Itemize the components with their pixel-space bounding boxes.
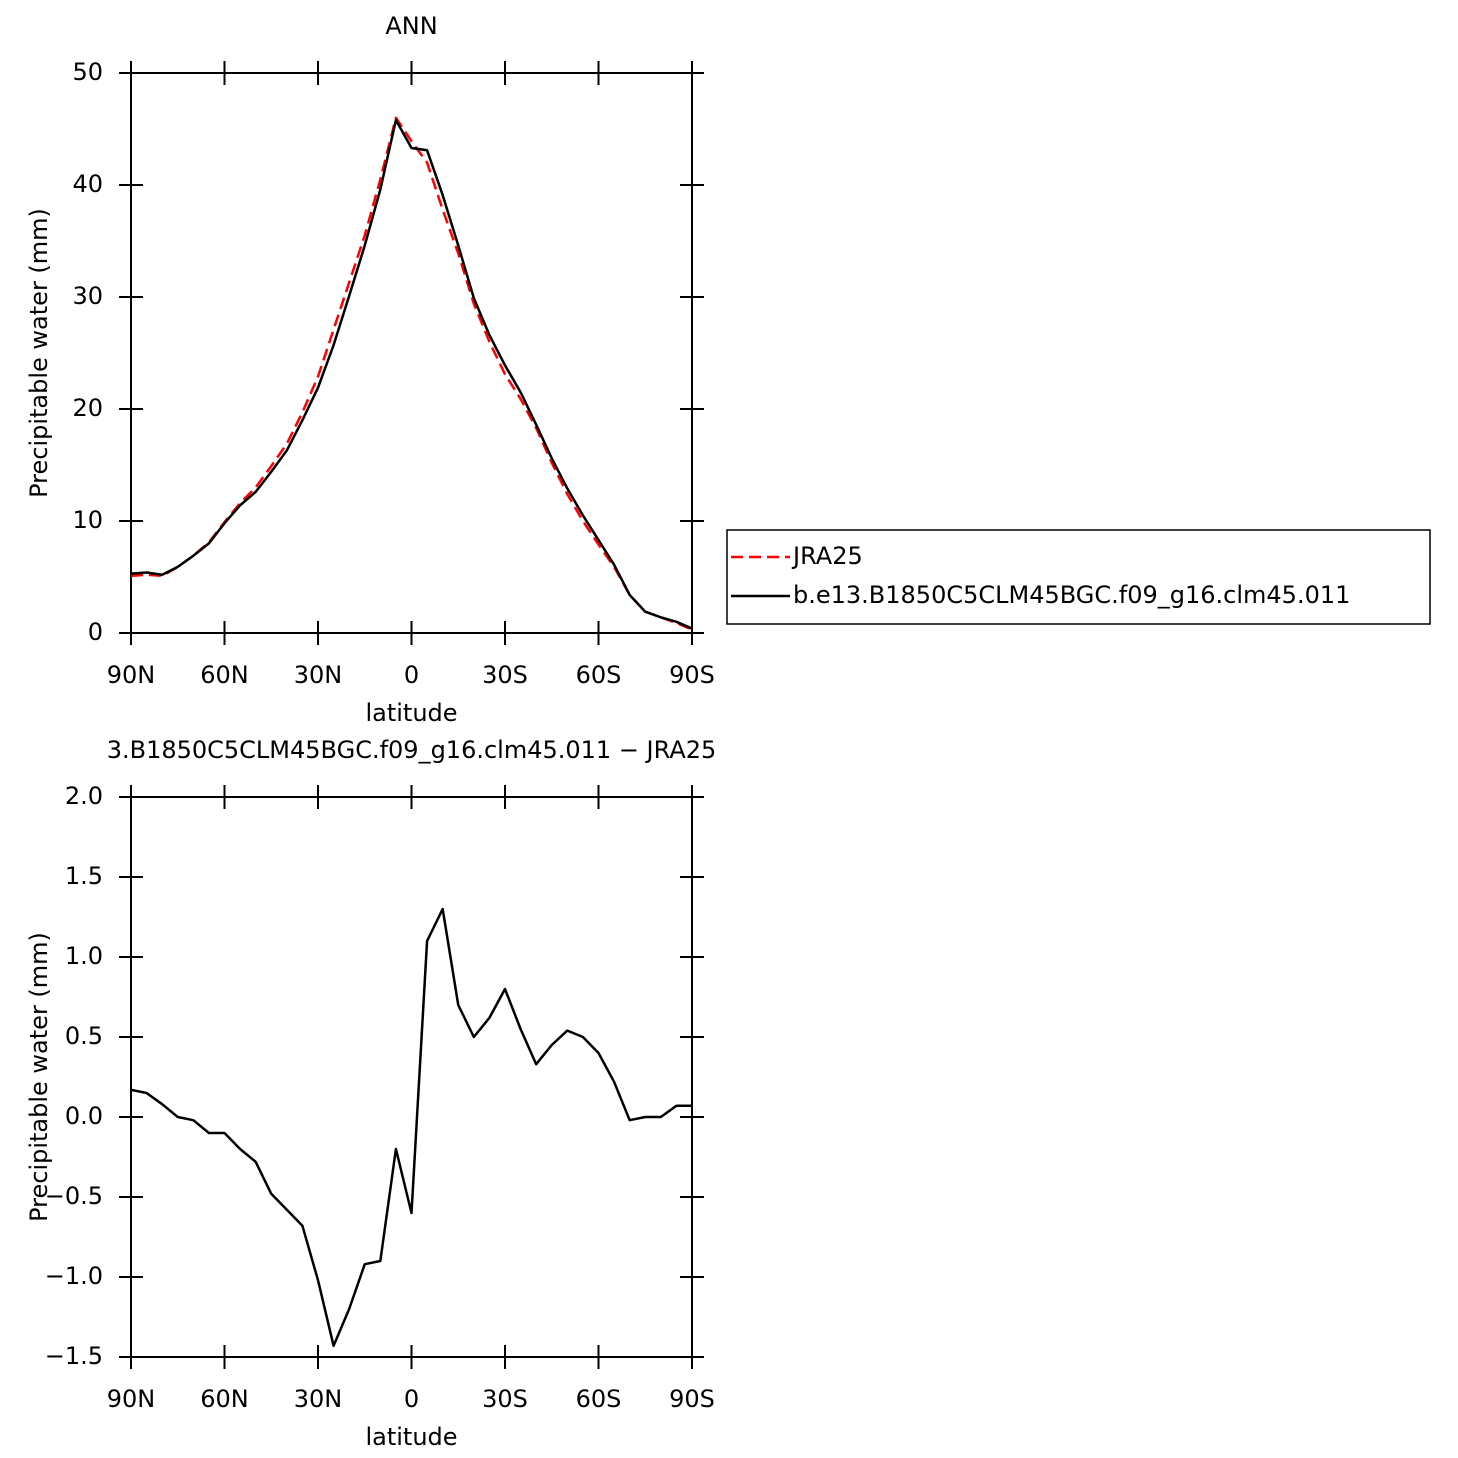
x-tick-label: 30N <box>294 661 343 689</box>
x-tick-label: 90S <box>669 661 715 689</box>
y-axis-label: Precipitable water (mm) <box>25 932 53 1222</box>
x-axis-label: latitude <box>365 1423 457 1451</box>
x-tick-label: 90N <box>107 1385 156 1413</box>
y-tick-label: 40 <box>72 170 103 198</box>
data-line <box>130 907 692 1348</box>
legend-box <box>726 529 1431 625</box>
y-tick-label: 2.0 <box>65 782 103 810</box>
y-tick-label: 10 <box>72 506 103 534</box>
y-tick-label: 50 <box>72 58 103 86</box>
chart-title: ANN <box>385 12 437 40</box>
plot-frame <box>130 796 693 1358</box>
x-tick-label: 90N <box>107 661 156 689</box>
x-tick-label: 60S <box>576 1385 622 1413</box>
x-axis-label: latitude <box>365 699 457 727</box>
y-axis-label: Precipitable water (mm) <box>25 208 53 498</box>
plot-frame <box>130 72 693 634</box>
x-tick-label: 0 <box>404 1385 419 1413</box>
x-tick-label: 60S <box>576 661 622 689</box>
x-tick-label: 90S <box>669 1385 715 1413</box>
y-tick-label: 1.0 <box>65 942 103 970</box>
legend-label: b.e13.B1850C5CLM45BGC.f09_g16.clm45.011 <box>793 581 1350 609</box>
legend-label: JRA25 <box>791 542 863 570</box>
x-tick-label: 30S <box>482 661 528 689</box>
chart-title: 3.B1850C5CLM45BGC.f09_g16.clm45.011 − JR… <box>107 736 717 764</box>
x-tick-label: 60N <box>200 1385 249 1413</box>
y-tick-label: −1.5 <box>45 1342 103 1370</box>
y-tick-label: −1.0 <box>45 1262 103 1290</box>
x-tick-label: 30S <box>482 1385 528 1413</box>
data-line <box>130 118 693 630</box>
y-tick-label: 1.5 <box>65 862 103 890</box>
y-tick-label: 30 <box>72 282 103 310</box>
y-tick-label: 0.5 <box>65 1022 103 1050</box>
y-tick-label: 20 <box>72 394 103 422</box>
y-tick-label: 0.0 <box>65 1102 103 1130</box>
x-tick-label: 60N <box>200 661 249 689</box>
x-tick-label: 30N <box>294 1385 343 1413</box>
y-tick-label: 0 <box>88 618 103 646</box>
x-tick-label: 0 <box>404 661 419 689</box>
y-tick-label: −0.5 <box>45 1182 103 1210</box>
